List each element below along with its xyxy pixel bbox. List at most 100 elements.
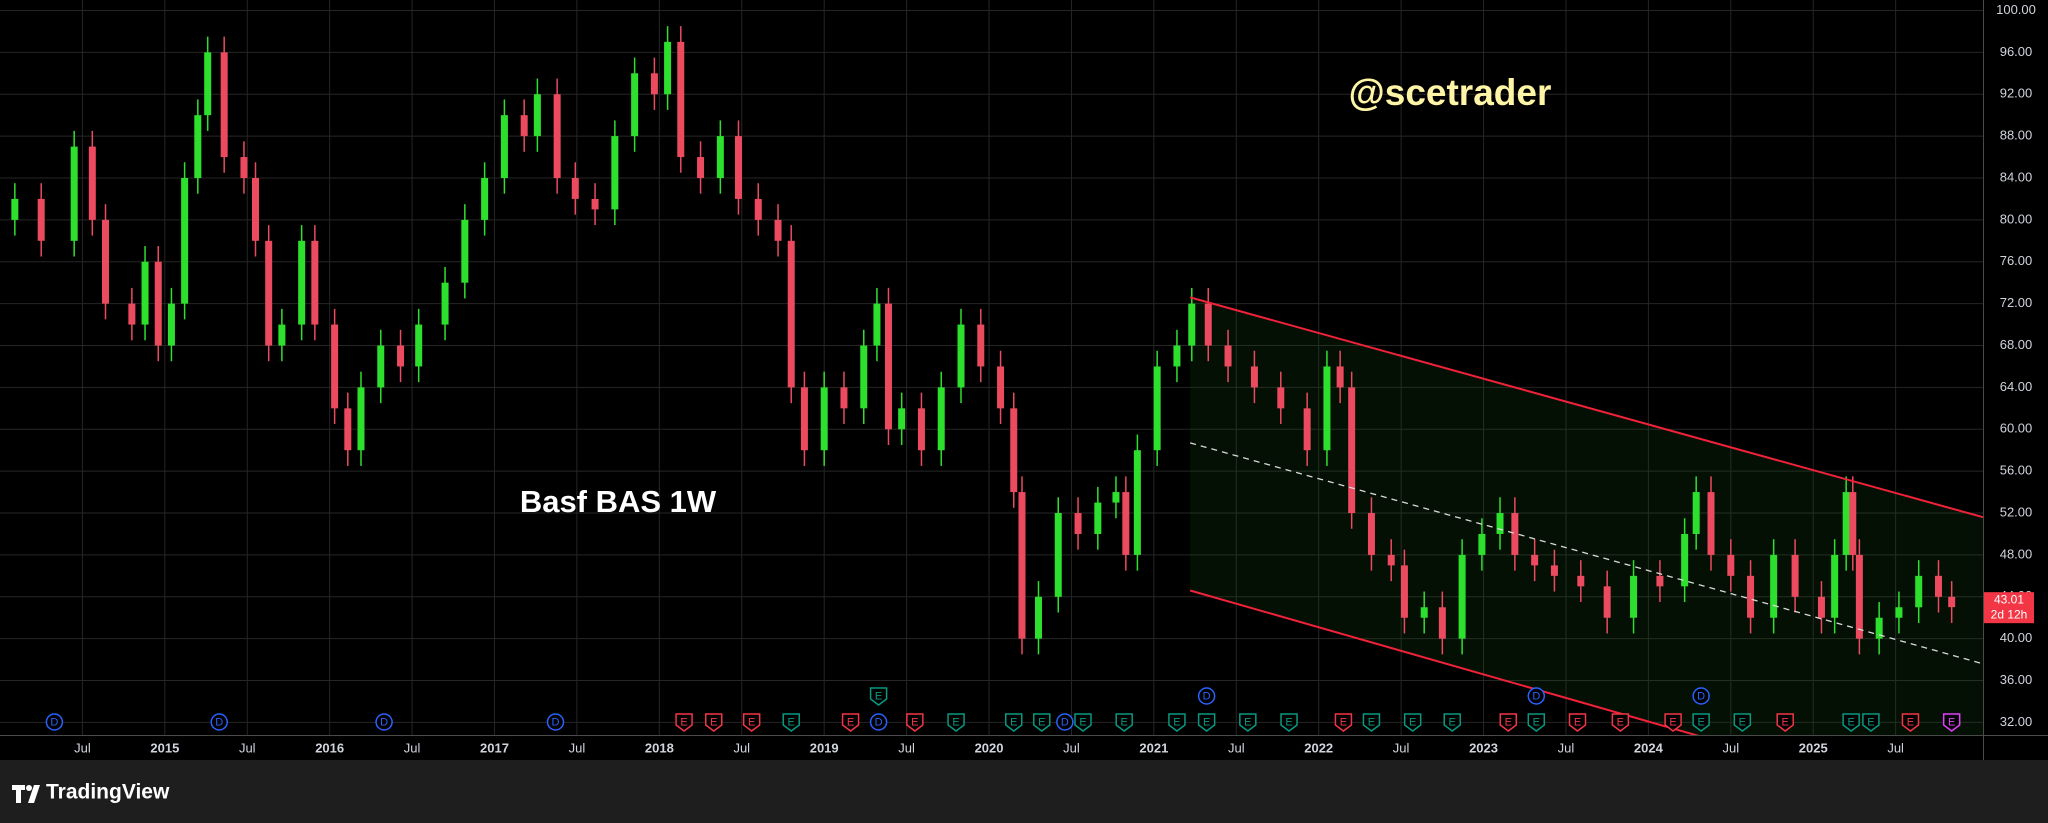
candle-body	[1438, 607, 1446, 639]
event-marker: E	[1362, 713, 1381, 732]
event-badge	[1499, 713, 1518, 732]
event-badge	[1033, 713, 1051, 732]
brand-logo	[12, 785, 40, 803]
event-badge	[1168, 713, 1186, 732]
event-badge	[1056, 713, 1074, 731]
x-tick-label: 2020	[975, 740, 1004, 755]
event-marker: E	[1280, 713, 1298, 732]
event-marker: E	[1776, 713, 1794, 732]
event-label: D	[1697, 690, 1705, 702]
candle-body	[141, 261, 149, 325]
event-label: E	[680, 716, 687, 728]
event-badge	[1074, 713, 1092, 732]
event-marker: E	[947, 713, 965, 732]
event-label: E	[847, 716, 854, 728]
event-label: E	[1907, 716, 1914, 728]
event-badge	[1197, 713, 1216, 732]
candle-body	[88, 146, 96, 220]
x-tick-label: Jul	[898, 740, 915, 755]
candle-body	[571, 177, 579, 199]
candle-body	[1895, 607, 1903, 618]
event-label: E	[1669, 716, 1676, 728]
candle-body	[1577, 575, 1585, 587]
event-marker: E	[782, 713, 800, 732]
candle-body	[1074, 513, 1082, 534]
event-marker: D	[546, 713, 565, 731]
candle-body	[1010, 408, 1018, 493]
y-tick-label: 84.00	[2000, 169, 2033, 184]
candle-body	[1656, 575, 1664, 587]
candle-body	[154, 261, 162, 346]
event-marker: E	[1901, 713, 1920, 732]
event-badge	[704, 713, 723, 732]
x-tick-label: Jul	[1887, 740, 1904, 755]
event-label: E	[1847, 716, 1854, 728]
candle-body	[677, 41, 685, 158]
candle-body	[774, 219, 782, 241]
event-label: E	[1867, 716, 1874, 728]
event-label: E	[1782, 716, 1789, 728]
y-tick-label: 76.00	[2000, 253, 2033, 268]
candle-body	[1849, 492, 1857, 555]
candle-body	[1842, 492, 1850, 555]
event-marker: E	[1074, 713, 1092, 732]
event-label: E	[1739, 716, 1746, 728]
candle-body	[1531, 554, 1539, 566]
candle-body	[1400, 565, 1408, 618]
event-marker: D	[45, 713, 64, 731]
candle-body	[500, 115, 508, 178]
event-badge	[375, 713, 393, 731]
event-badge	[841, 713, 860, 732]
candle-body	[1550, 565, 1558, 576]
event-badge	[1334, 713, 1353, 732]
event-label: E	[1505, 716, 1512, 728]
x-tick-label: Jul	[1558, 740, 1575, 755]
event-badge	[1692, 687, 1710, 705]
candle-body	[1387, 554, 1395, 566]
candle-body	[997, 366, 1005, 409]
event-label: E	[710, 716, 717, 728]
candle-body	[1875, 617, 1883, 639]
candle-body	[840, 387, 848, 409]
event-badge	[1005, 713, 1023, 732]
event-label: E	[952, 716, 959, 728]
candle-body	[181, 177, 189, 304]
event-marker: D	[869, 713, 888, 731]
event-label: E	[1121, 716, 1128, 728]
event-marker: E	[1197, 713, 1216, 732]
candle-body	[1323, 366, 1331, 451]
candle-body	[1603, 586, 1611, 618]
candle-body	[1224, 345, 1232, 367]
event-label: E	[911, 716, 918, 728]
event-badge	[1568, 713, 1587, 732]
footer-bar	[0, 760, 2048, 823]
event-marker: E	[1168, 713, 1186, 732]
event-label: E	[1368, 716, 1375, 728]
candle-body	[631, 73, 639, 137]
x-tick-label: 2015	[150, 740, 179, 755]
event-badge	[782, 713, 800, 732]
candle-body	[194, 115, 202, 178]
candle-body	[397, 345, 405, 367]
price-tag-value: 43.01	[1994, 592, 2024, 606]
event-marker: E	[1115, 713, 1133, 732]
x-tick-label: Jul	[74, 740, 91, 755]
x-tick-label: Jul	[1063, 740, 1080, 755]
event-label: E	[1574, 716, 1581, 728]
event-marker: E	[869, 687, 888, 706]
channel-lower	[1189, 589, 1700, 735]
watermark: @scetrader	[1349, 72, 1552, 113]
event-label: E	[1244, 716, 1251, 728]
candle-body	[611, 136, 619, 210]
candle-body	[1707, 492, 1715, 555]
channel-mid	[1189, 442, 1983, 665]
event-marker: E	[1499, 713, 1518, 732]
event-label: D	[1203, 690, 1211, 702]
candle-body	[873, 303, 881, 346]
y-tick-label: 92.00	[2000, 86, 2033, 101]
event-label: D	[1532, 690, 1540, 702]
candle-body	[11, 198, 19, 220]
event-marker: E	[1033, 713, 1051, 732]
event-marker: E	[841, 713, 860, 732]
candle-body	[820, 387, 828, 451]
